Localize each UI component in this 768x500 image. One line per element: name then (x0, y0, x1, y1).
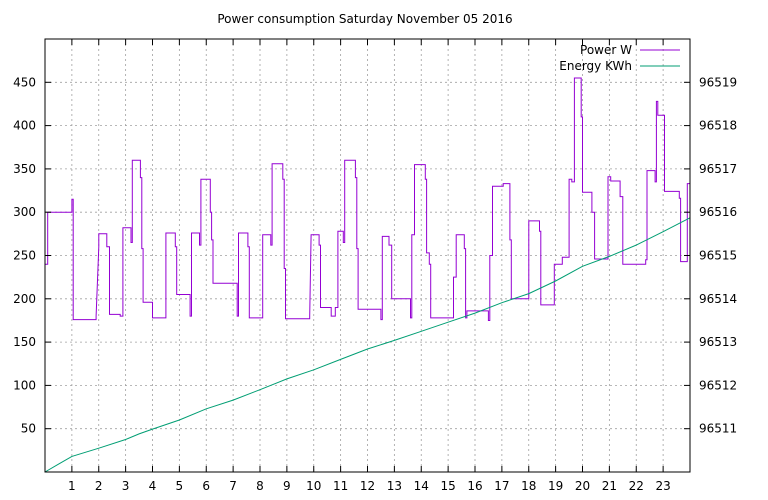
plot-border (44, 38, 691, 473)
x-tick-label: 12 (360, 479, 375, 493)
x-tick-label: 3 (122, 479, 130, 493)
y2-tick-label: 96511 (699, 422, 737, 436)
y-tick-label: 300 (13, 205, 36, 219)
y2-tick-label: 96514 (699, 292, 737, 306)
legend: Power W Energy KWh (559, 43, 680, 73)
energy-series-line (44, 217, 691, 473)
y-tick-label: 450 (13, 75, 36, 89)
x-tick-label: 7 (229, 479, 237, 493)
axes: 1 2 3 4 5 6 7 8 9 10 11 12 13 14 15 16 17 18 19 20 21 22 23501… (13, 38, 737, 493)
series-layer (44, 77, 691, 473)
y-tick-label: 150 (13, 335, 36, 349)
x-tick-label: 13 (387, 479, 402, 493)
y2-tick-label: 96513 (699, 335, 737, 349)
y-tick-label: 250 (13, 249, 36, 263)
power-series-line (45, 77, 690, 321)
x-tick-label: 8 (256, 479, 264, 493)
x-tick-label: 21 (602, 479, 617, 493)
y-tick-label: 350 (13, 162, 36, 176)
x-tick-label: 16 (467, 479, 482, 493)
x-tick-label: 6 (202, 479, 210, 493)
y-tick-label: 100 (13, 378, 36, 392)
x-tick-label: 1 (68, 479, 76, 493)
y-tick-label: 400 (13, 119, 36, 133)
y2-tick-label: 96518 (699, 119, 737, 133)
legend-label-energy: Energy KWh (559, 59, 632, 73)
x-tick-label: 19 (548, 479, 563, 493)
y2-tick-label: 96516 (699, 205, 737, 219)
y-tick-label: 200 (13, 292, 36, 306)
x-tick-label: 18 (521, 479, 536, 493)
y2-tick-label: 96517 (699, 162, 737, 176)
x-tick-label: 20 (575, 479, 590, 493)
chart-title: Power consumption Saturday November 05 2… (217, 12, 512, 26)
x-tick-label: 17 (494, 479, 509, 493)
x-tick-label: 9 (283, 479, 291, 493)
x-tick-label: 2 (95, 479, 103, 493)
y2-tick-label: 96519 (699, 75, 737, 89)
y2-tick-label: 96512 (699, 378, 737, 392)
x-tick-label: 22 (629, 479, 644, 493)
x-tick-label: 5 (176, 479, 184, 493)
x-tick-label: 15 (440, 479, 455, 493)
x-tick-label: 11 (333, 479, 348, 493)
y-tick-label: 50 (21, 422, 36, 436)
x-tick-label: 23 (655, 479, 670, 493)
x-tick-label: 4 (149, 479, 157, 493)
y2-tick-label: 96515 (699, 249, 737, 263)
x-tick-label: 10 (306, 479, 321, 493)
x-tick-label: 14 (414, 479, 429, 493)
legend-label-power: Power W (580, 43, 632, 57)
